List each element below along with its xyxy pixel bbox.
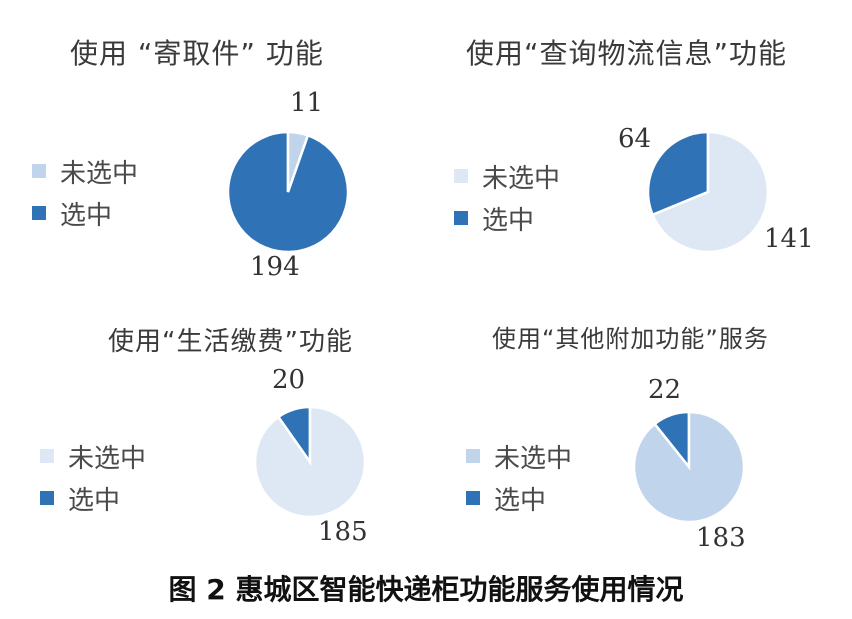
- pie-slice-unselected: [632, 410, 746, 524]
- chart-title: 使用“查询物流信息”功能: [466, 37, 788, 70]
- data-label-unselected: 141: [764, 224, 814, 254]
- pie-chart-pickup: 使用 “寄取件” 功能 未选中 选中 11 194: [0, 0, 426, 295]
- legend-label: 未选中: [68, 443, 147, 474]
- pie: [253, 405, 367, 519]
- legend-swatch: [32, 164, 46, 178]
- legend-swatch: [454, 169, 468, 183]
- data-label-unselected: 185: [318, 517, 368, 547]
- pie-slice-unselected: [253, 405, 367, 519]
- pie-slice-selected: [646, 130, 710, 217]
- legend-label: 选中: [494, 485, 547, 516]
- legend-swatch: [32, 206, 46, 220]
- legend-swatch: [466, 449, 480, 463]
- pie-chart-payment: 使用“生活缴费”功能 未选中 选中 20 185: [0, 295, 426, 570]
- pie-slice-unselected: [286, 130, 310, 193]
- data-label-selected: 20: [272, 365, 306, 395]
- figure-caption: 图 2 惠城区智能快递柜功能服务使用情况: [168, 573, 684, 606]
- pie-chart-other-services: 使用“其他附加功能”服务 未选中 选中 22 183: [426, 295, 852, 570]
- legend: 未选中 选中: [466, 435, 572, 519]
- chart-title: 使用“生活缴费”功能: [108, 327, 353, 357]
- pie: [646, 130, 770, 254]
- legend-label: 未选中: [482, 163, 561, 194]
- pie-chart-logistics: 使用“查询物流信息”功能 未选中 选中 64 141: [426, 0, 852, 295]
- legend-label: 选中: [60, 200, 113, 231]
- legend: 未选中 选中: [32, 150, 138, 234]
- pie: [632, 410, 746, 524]
- data-label-unselected: 11: [290, 88, 324, 118]
- data-label-unselected: 183: [696, 523, 746, 553]
- legend: 未选中 选中: [40, 435, 146, 519]
- data-label-selected: 22: [648, 375, 682, 405]
- legend-item-selected: 选中: [32, 192, 138, 234]
- legend-item-selected: 选中: [40, 477, 146, 519]
- legend-label: 选中: [68, 485, 121, 516]
- legend-item-unselected: 未选中: [32, 150, 138, 192]
- pie: [226, 130, 350, 254]
- data-label-selected: 64: [618, 124, 652, 154]
- legend-swatch: [466, 491, 480, 505]
- legend-label: 选中: [482, 205, 535, 236]
- chart-title: 使用 “寄取件” 功能: [70, 37, 324, 70]
- legend-label: 未选中: [494, 443, 573, 474]
- legend-item-unselected: 未选中: [466, 435, 572, 477]
- legend-swatch: [454, 211, 468, 225]
- chart-title: 使用“其他附加功能”服务: [492, 325, 769, 353]
- legend-item-unselected: 未选中: [40, 435, 146, 477]
- pie-slice-unselected: [650, 130, 770, 254]
- legend-swatch: [40, 491, 54, 505]
- legend: 未选中 选中: [454, 155, 560, 239]
- data-label-selected: 194: [250, 252, 300, 282]
- legend-item-selected: 选中: [454, 197, 560, 239]
- legend-label: 未选中: [60, 158, 139, 189]
- legend-item-unselected: 未选中: [454, 155, 560, 197]
- legend-swatch: [40, 449, 54, 463]
- legend-item-selected: 选中: [466, 477, 572, 519]
